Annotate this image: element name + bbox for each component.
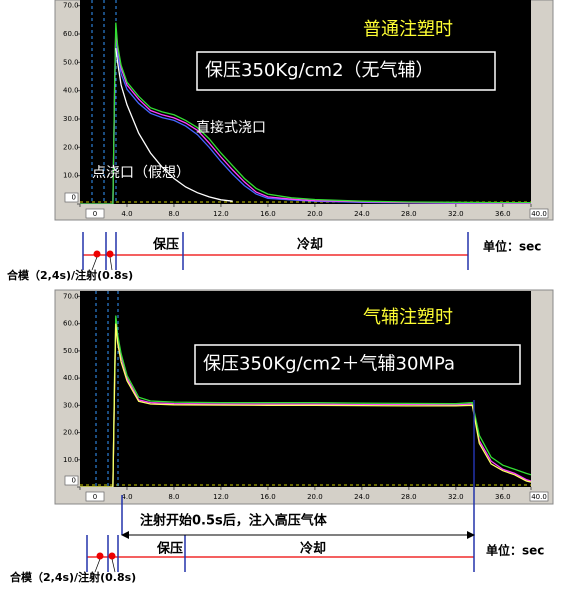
- x-tick-label: 8.0: [168, 210, 179, 218]
- x-tick-label: 12.0: [213, 493, 229, 501]
- x-tick-box: [529, 208, 549, 219]
- subtitle: 保压350Kg/cm2＋气辅30MPa: [203, 354, 455, 375]
- y-tick-label: 10.0: [63, 456, 79, 464]
- y-tick-label: 30.0: [63, 115, 79, 123]
- plot-area: [80, 291, 531, 487]
- annotation: 点浇口（假想）: [92, 165, 190, 181]
- y-tick-label: 70.0: [63, 292, 79, 300]
- x-tick-label: 12.0: [213, 210, 229, 218]
- x-tick-label: 40.0: [531, 493, 547, 501]
- caption-pointer: [91, 256, 98, 271]
- series-line: [115, 48, 233, 202]
- x-tick-label: 0: [93, 493, 97, 501]
- x-tick-box: [85, 208, 105, 219]
- x-tick-label: 36.0: [495, 493, 511, 501]
- x-tick-label: 32.0: [448, 493, 464, 501]
- x-tick-label: 20.0: [307, 210, 323, 218]
- caption-pointer: [111, 558, 116, 573]
- x-tick-label: 28.0: [401, 493, 417, 501]
- y-tick-label: 20.0: [63, 429, 79, 437]
- x-tick-label: 8.0: [168, 493, 179, 501]
- x-tick-box: [85, 491, 105, 502]
- subtitle-box: [194, 344, 521, 385]
- chart-title: 普通注塑时: [363, 19, 453, 40]
- phase-label: 保压: [152, 237, 179, 253]
- phase-label: 保压: [156, 541, 183, 557]
- series-group: [80, 315, 531, 487]
- y-tick-label: 50.0: [63, 347, 79, 355]
- y-tick-label: 40.0: [63, 374, 79, 382]
- y-tick-box: [64, 475, 79, 486]
- y-tick-label: 0: [72, 477, 76, 485]
- x-tick-label: 40.0: [531, 210, 547, 218]
- subtitle: 保压350Kg/cm2（无气辅）: [205, 60, 434, 81]
- series-group: [80, 22, 531, 204]
- phase-label: 冷却: [297, 237, 323, 253]
- x-tick-label: 36.0: [495, 210, 511, 218]
- x-tick-box: [529, 491, 549, 502]
- y-tick-label: 70.0: [63, 2, 79, 10]
- x-tick-label: 20.0: [307, 493, 323, 501]
- x-tick-label: 32.0: [448, 210, 464, 218]
- y-tick-label: 40.0: [63, 87, 79, 95]
- y-tick-label: 60.0: [63, 30, 79, 38]
- timeline-caption: 合模（2,4s)/注射(0.8s): [10, 570, 136, 584]
- timeline-dot: [108, 552, 116, 560]
- subtitle-box: [196, 51, 496, 91]
- chart-title: 气辅注塑时: [363, 307, 453, 328]
- x-tick-label: 4.0: [121, 210, 132, 218]
- unit-label: 单位：sec: [486, 543, 544, 558]
- timeline-dot: [106, 250, 114, 258]
- x-tick-label: 16.0: [260, 210, 276, 218]
- timeline-note: 注射开始0.5s后，注入高压气体: [140, 513, 328, 529]
- series-line: [80, 323, 531, 487]
- caption-pointer: [109, 256, 113, 271]
- y-tick-label: 10.0: [63, 172, 79, 180]
- plot-area: [80, 0, 531, 204]
- timeline-dot: [93, 250, 101, 258]
- y-tick-box: [64, 192, 79, 203]
- y-tick-label: 0: [72, 194, 76, 202]
- unit-label: 单位：sec: [483, 239, 541, 254]
- x-tick-label: 28.0: [401, 210, 417, 218]
- timeline-caption: 合模（2,4s)/注射(0.8s): [7, 268, 133, 282]
- x-tick-label: 0: [93, 210, 97, 218]
- y-tick-label: 20.0: [63, 143, 79, 151]
- caption-pointer: [94, 558, 101, 573]
- x-tick-label: 4.0: [121, 493, 132, 501]
- annotation: 直接式浇口: [196, 119, 266, 136]
- series-line: [80, 22, 531, 204]
- y-tick-label: 60.0: [63, 320, 79, 328]
- y-tick-label: 30.0: [63, 401, 79, 409]
- x-tick-label: 24.0: [354, 493, 370, 501]
- phase-label: 冷却: [300, 541, 326, 557]
- series-line: [80, 315, 531, 487]
- x-tick-label: 16.0: [260, 493, 276, 501]
- timeline-dot: [96, 552, 104, 560]
- x-tick-label: 24.0: [354, 210, 370, 218]
- y-tick-label: 50.0: [63, 58, 79, 66]
